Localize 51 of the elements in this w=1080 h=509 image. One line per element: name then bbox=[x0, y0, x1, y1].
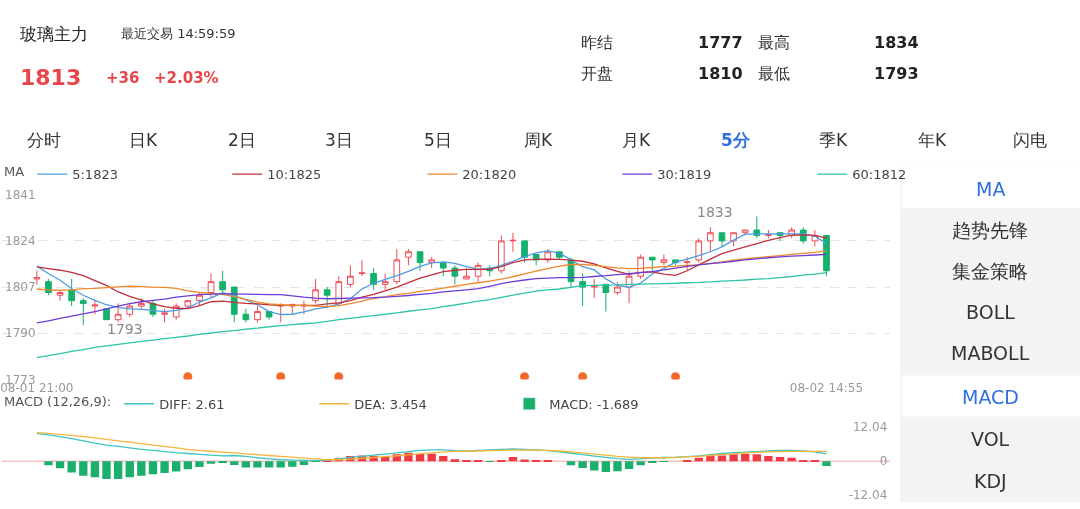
legend-label: DIFF: 2.61 bbox=[159, 396, 225, 412]
text: +36 bbox=[106, 69, 140, 87]
text: 趋势先锋 bbox=[952, 219, 1028, 241]
text: 1793 bbox=[874, 64, 919, 83]
annotation: 1793 bbox=[107, 321, 143, 337]
x-tick-label: 08-02 14:55 bbox=[789, 381, 864, 396]
y-tick-label: 1807 bbox=[5, 280, 36, 295]
text: 日K bbox=[129, 130, 158, 150]
text: 3日 bbox=[325, 130, 353, 150]
text: 5分 bbox=[721, 130, 751, 150]
legend-label: 5:1823 bbox=[72, 167, 118, 183]
legend-label: MACD: -1.689 bbox=[549, 396, 639, 412]
y-tick-label: 1841 bbox=[5, 187, 36, 202]
text: 1834 bbox=[874, 33, 919, 52]
y-tick-label: 1824 bbox=[5, 234, 36, 249]
legend-label: 30:1819 bbox=[657, 167, 712, 183]
text: 2日 bbox=[228, 130, 256, 150]
text: 最高 bbox=[758, 33, 790, 52]
text: MABOLL bbox=[951, 342, 1030, 364]
legend-label: 20:1820 bbox=[462, 167, 517, 183]
annotation: 1833 bbox=[697, 204, 733, 220]
text: 玻璃主力 bbox=[20, 24, 88, 44]
text: 季K bbox=[819, 130, 848, 150]
text: 月K bbox=[622, 130, 651, 150]
text: 1810 bbox=[698, 64, 743, 83]
legend-label: 60:1812 bbox=[852, 167, 907, 183]
text: MACD bbox=[962, 386, 1019, 408]
text: BOLL bbox=[966, 301, 1016, 323]
text: 昨结 bbox=[581, 33, 613, 52]
legend-label: 10:1825 bbox=[267, 167, 322, 183]
legend-title: MACD (12,26,9): bbox=[4, 393, 112, 409]
text: VOL bbox=[971, 428, 1010, 450]
text: 最低 bbox=[758, 64, 790, 83]
text: MA bbox=[976, 178, 1006, 200]
legend-label: DEA: 3.454 bbox=[354, 396, 427, 412]
text: 最近交易 14:59:59 bbox=[121, 26, 236, 41]
y-tick-label: -12.04 bbox=[848, 488, 888, 503]
text: 5日 bbox=[424, 130, 452, 150]
text: 分时 bbox=[27, 130, 61, 150]
text: 闪电 bbox=[1013, 130, 1047, 150]
text: 开盘 bbox=[581, 64, 613, 83]
text: 周K bbox=[524, 130, 553, 150]
y-tick-label: 12.04 bbox=[852, 420, 888, 435]
text: +2.03% bbox=[154, 69, 219, 87]
text: KDJ bbox=[974, 470, 1007, 492]
y-tick-label: 1790 bbox=[5, 326, 36, 341]
text: 集金策略 bbox=[952, 260, 1028, 282]
text: 年K bbox=[918, 130, 947, 150]
text: 1813 bbox=[20, 65, 82, 90]
legend-title: MA bbox=[4, 164, 25, 180]
text: 1777 bbox=[698, 33, 743, 52]
